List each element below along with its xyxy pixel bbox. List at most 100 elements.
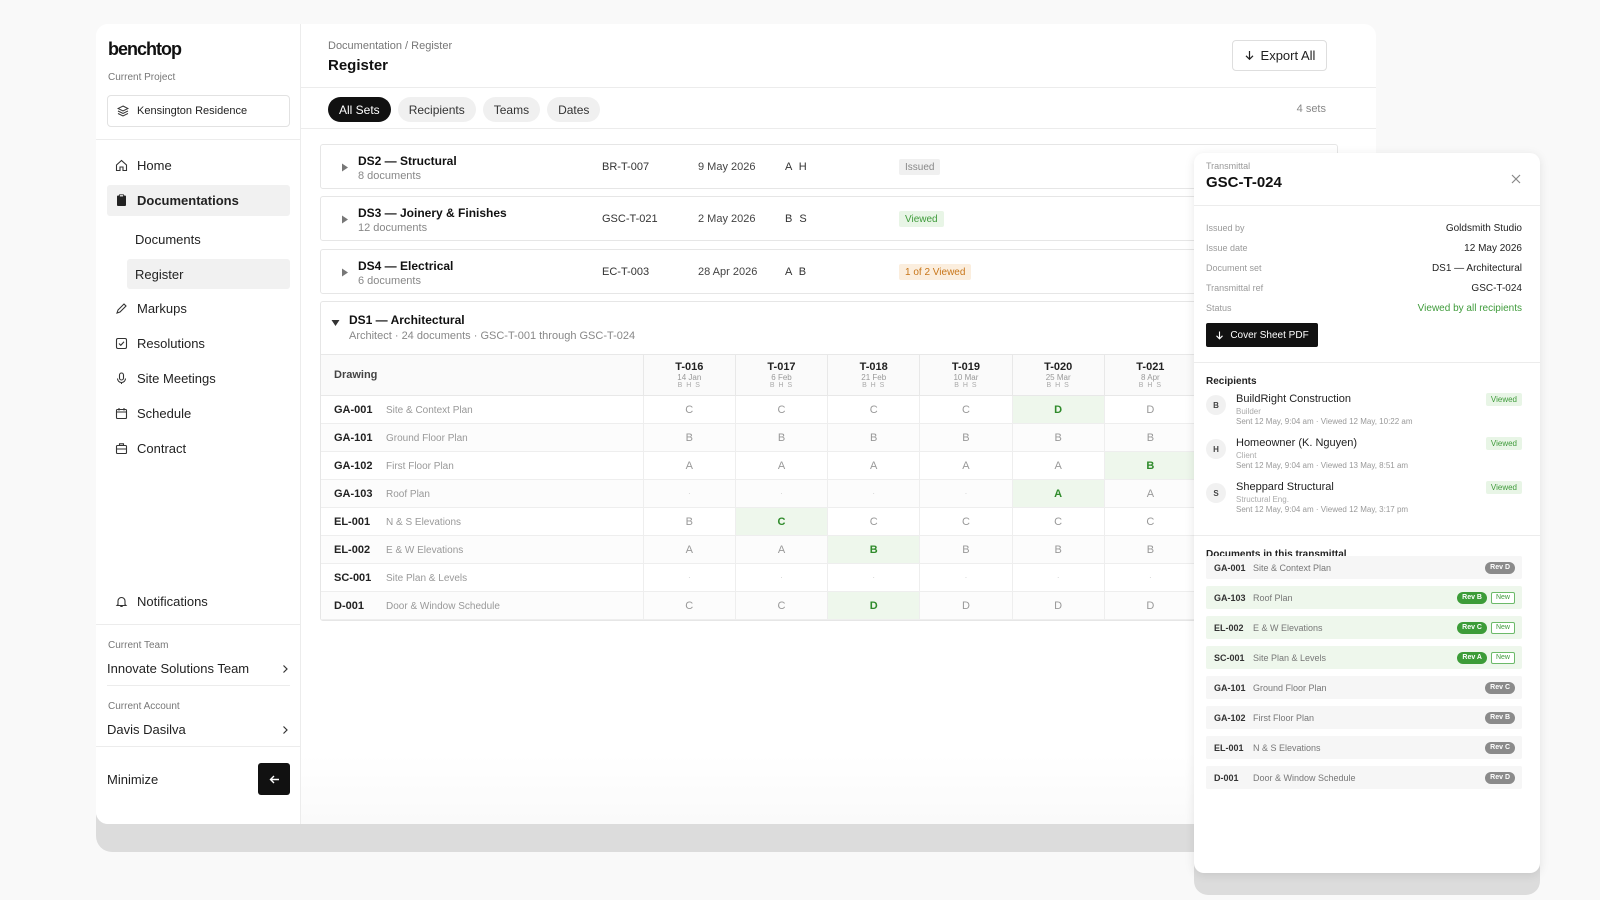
revision-cell[interactable]: · (734, 479, 828, 508)
revision-cell[interactable]: C (919, 507, 1013, 536)
transmittal-column-header[interactable]: T-019 10 Mar B H S (919, 354, 1013, 396)
revision-cell[interactable]: D (1011, 591, 1105, 620)
revision-cell[interactable]: A (1103, 479, 1197, 508)
revision-cell[interactable]: B (1103, 535, 1197, 564)
sidebar-item-notifications[interactable]: Notifications (107, 586, 290, 617)
set-row-ds4[interactable]: DS4 — Electrical 6 documents EC-T-003 28… (320, 249, 1338, 294)
document-row[interactable]: GA-101 Ground Floor Plan Rev C (1206, 676, 1522, 699)
revision-cell[interactable]: C (1103, 507, 1197, 536)
cover-sheet-pdf-button[interactable]: Cover Sheet PDF (1206, 323, 1318, 347)
revision-cell[interactable]: B (1011, 535, 1105, 564)
revision-cell[interactable]: C (919, 395, 1013, 424)
revision-cell[interactable]: A (1011, 479, 1105, 508)
caret-right-icon[interactable] (341, 215, 349, 224)
revision-cell[interactable]: · (642, 563, 736, 592)
caret-down-icon[interactable] (331, 319, 340, 327)
revision-cell[interactable]: · (1103, 563, 1197, 592)
document-row[interactable]: EL-002 E & W Elevations Rev C New (1206, 616, 1522, 639)
revision-cell[interactable]: B (919, 535, 1013, 564)
project-selector[interactable]: Kensington Residence (107, 95, 290, 127)
revision-cell[interactable]: D (1103, 395, 1197, 424)
minimize-button[interactable] (258, 763, 290, 795)
sidebar-item-schedule[interactable]: Schedule (107, 398, 290, 429)
revision-cell[interactable]: B (1103, 451, 1197, 480)
revision-cell[interactable]: · (919, 479, 1013, 508)
revision-cell[interactable]: D (1103, 591, 1197, 620)
revision-cell[interactable]: · (827, 563, 920, 592)
revision-cell[interactable]: B (1103, 423, 1197, 452)
document-row[interactable]: EL-001 N & S Elevations Rev C (1206, 736, 1522, 759)
recipient-row[interactable]: S Sheppard Structural Structural Eng. Sent … (1206, 481, 1522, 523)
revision-cell[interactable]: D (1011, 395, 1105, 424)
recipient-row[interactable]: B BuildRight Construction Builder Sent 12 M… (1206, 393, 1522, 435)
revision-cell[interactable]: B (642, 507, 736, 536)
sidebar-item-contract[interactable]: Contract (107, 433, 290, 464)
sidebar-item-markups[interactable]: Markups (107, 293, 290, 324)
document-row[interactable]: D-001 Door & Window Schedule Rev D (1206, 766, 1522, 789)
revision-cell[interactable]: C (734, 507, 828, 536)
sidebar-item-resolutions[interactable]: Resolutions (107, 328, 290, 359)
set-row-ds2[interactable]: DS2 — Structural 8 documents BR-T-007 9 … (320, 144, 1338, 189)
transmittal-column-header[interactable]: T-016 14 Jan B H S (642, 354, 736, 396)
revision-cell[interactable]: · (827, 479, 920, 508)
transmittal-column-header[interactable]: T-017 6 Feb B H S (734, 354, 828, 396)
revision-cell[interactable]: A (642, 535, 736, 564)
caret-right-icon[interactable] (341, 268, 349, 277)
revision-cell[interactable]: C (642, 395, 736, 424)
revision-cell[interactable]: D (827, 591, 920, 620)
revision-cell[interactable]: A (734, 535, 828, 564)
revision-cell[interactable]: B (919, 423, 1013, 452)
revision-cell[interactable]: C (1011, 507, 1105, 536)
transmittal-column-header[interactable]: T-021 8 Apr B H S (1103, 354, 1197, 396)
document-row[interactable]: GA-103 Roof Plan Rev B New (1206, 586, 1522, 609)
revision-cell[interactable]: B (1011, 423, 1105, 452)
export-all-button[interactable]: Export All (1232, 40, 1327, 71)
transmittal-column-header[interactable]: T-018 21 Feb B H S (827, 354, 920, 396)
revision-cell[interactable]: D (919, 591, 1013, 620)
revision-cell[interactable]: C (827, 395, 920, 424)
sidebar-subitem-register[interactable]: Register (127, 259, 290, 289)
document-row[interactable]: GA-001 Site & Context Plan Rev D (1206, 556, 1522, 579)
revision-cell[interactable]: B (827, 423, 920, 452)
sidebar-subitem-documents[interactable]: Documents (127, 224, 290, 254)
revision-cell[interactable]: · (642, 479, 736, 508)
revision-cell[interactable]: · (734, 563, 828, 592)
sidebar-item-home[interactable]: Home (107, 150, 290, 181)
revision-cell[interactable]: · (1011, 563, 1105, 592)
tab-dates[interactable]: Dates (547, 97, 601, 122)
revision-cell[interactable]: C (734, 591, 828, 620)
revision-cell[interactable]: B (827, 535, 920, 564)
document-row[interactable]: SC-001 Site Plan & Levels Rev A New (1206, 646, 1522, 669)
revision-cell[interactable]: C (734, 395, 828, 424)
revision-cell[interactable]: B (642, 423, 736, 452)
tab-teams[interactable]: Teams (482, 97, 541, 122)
document-row[interactable]: GA-102 First Floor Plan Rev B (1206, 706, 1522, 729)
transmittal-column-header[interactable]: T-020 25 Mar B H S (1011, 354, 1105, 396)
revision-cell[interactable]: C (642, 591, 736, 620)
revision-cell[interactable]: C (827, 507, 920, 536)
revision-cell[interactable]: A (1011, 451, 1105, 480)
set-row-ds3[interactable]: DS3 — Joinery & Finishes 12 documents GS… (320, 196, 1338, 241)
revision-cell[interactable]: A (642, 451, 736, 480)
sidebar-item-documentations[interactable]: Documentations (107, 185, 290, 216)
sidebar-item-site-meetings[interactable]: Site Meetings (107, 363, 290, 394)
close-icon[interactable] (1510, 173, 1522, 185)
caret-right-icon[interactable] (341, 163, 349, 172)
tab-recipients[interactable]: Recipients (397, 97, 476, 122)
revision-cell[interactable]: A (734, 451, 828, 480)
account-selector[interactable]: Davis Dasilva (107, 722, 290, 737)
revision-cell[interactable]: A (919, 451, 1013, 480)
revision-cell[interactable]: B (734, 423, 828, 452)
team-selector[interactable]: Innovate Solutions Team (107, 661, 290, 676)
revision-cell[interactable]: · (919, 563, 1013, 592)
tab-all-sets[interactable]: All Sets (328, 97, 391, 122)
recipient-row[interactable]: H Homeowner (K. Nguyen) Client Sent 12 May,… (1206, 437, 1522, 479)
